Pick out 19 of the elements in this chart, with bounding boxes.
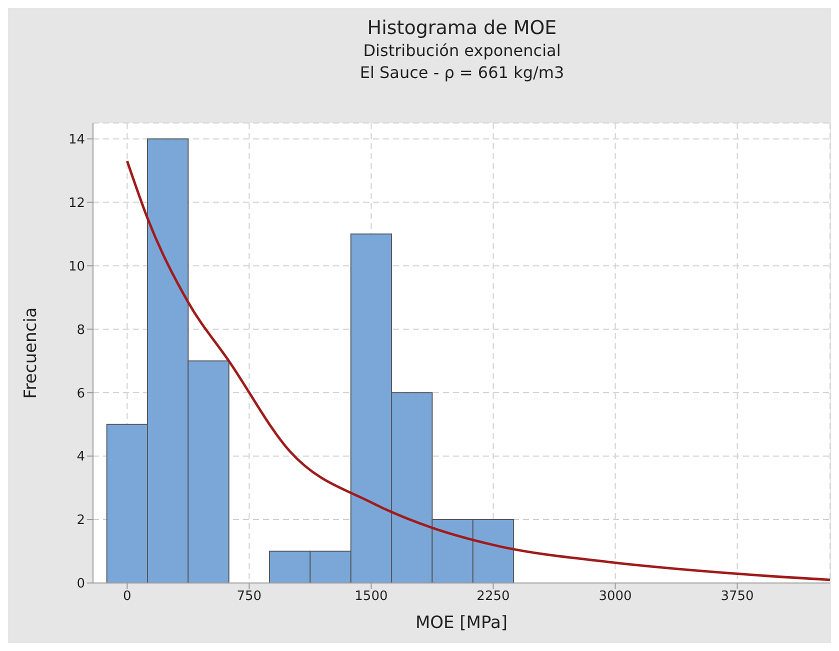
x-axis-title: MOE [MPa]: [415, 613, 508, 633]
x-tick-label: 3750: [720, 589, 754, 604]
y-axis-title: Frecuencia: [21, 307, 42, 399]
x-tick-label: 1500: [354, 589, 388, 604]
chart-subtitle: Distribución exponencial El Sauce - ρ = 661 kg/m3: [358, 40, 566, 84]
x-tick-label: 3000: [598, 589, 632, 604]
y-tick-label: 2: [76, 513, 85, 528]
y-tick-label: 12: [68, 196, 85, 211]
y-tick-label: 6: [76, 386, 85, 402]
line-series: [126, 160, 830, 582]
x-tick-label: 2250: [476, 589, 510, 604]
y-tick-label: 14: [68, 132, 85, 148]
y-tick-label: 4: [76, 450, 85, 465]
x-tick-label: 0: [123, 589, 132, 604]
x-tick-label: 750: [236, 589, 262, 604]
y-tick-label: 0: [76, 576, 85, 592]
y-tick-label: 10: [68, 259, 85, 274]
y-tick-label: 8: [76, 322, 85, 338]
chart-title: Histograma de MOE: [366, 16, 558, 40]
